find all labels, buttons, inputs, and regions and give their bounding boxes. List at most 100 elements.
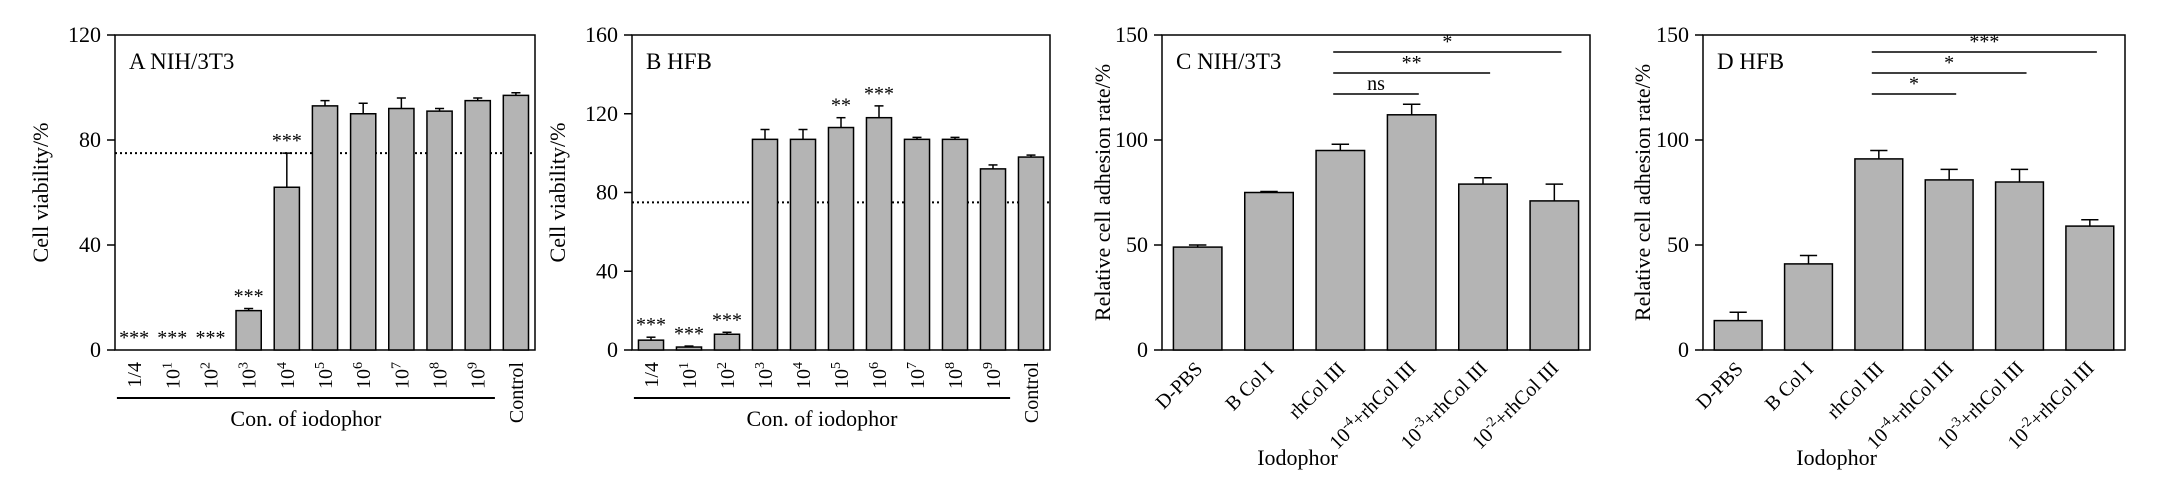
x-category-label: B Col I (1221, 358, 1278, 415)
x-axis-label: Iodophor (1796, 445, 1877, 470)
significance-annotation: *** (674, 323, 704, 345)
panel-label: D HFB (1717, 49, 1784, 74)
panel-label: C NIH/3T3 (1176, 49, 1281, 74)
x-category-label: 105 (313, 362, 337, 389)
x-category-label: 108 (943, 362, 967, 389)
x-category-label: B Col I (1761, 358, 1818, 415)
x-category-label: D-PBS (1692, 358, 1748, 414)
y-axis-label: Relative cell adhesion rate/% (1090, 64, 1115, 321)
comparison-label: ** (1402, 52, 1422, 74)
x-category-label: D-PBS (1152, 358, 1208, 414)
x-category-label: 105 (829, 362, 853, 389)
comparison-label: *** (1969, 31, 1999, 53)
bar (675, 346, 703, 351)
comparison-label: ns (1367, 73, 1385, 95)
comparison-label: * (1944, 52, 1954, 74)
bar (311, 105, 339, 351)
plot-frame (1702, 34, 2126, 351)
y-tick-label: 160 (585, 22, 618, 47)
bar (1994, 181, 2045, 351)
y-axis-label: Cell viability/% (545, 123, 570, 263)
y-tick-label: 0 (90, 337, 101, 362)
y-tick-label: 80 (79, 127, 101, 152)
bar (1924, 179, 1974, 351)
x-category-label: 106 (351, 362, 375, 389)
comparison-label: * (1442, 31, 1452, 53)
y-axis-label: Cell viability/% (28, 123, 53, 263)
bar (1243, 191, 1295, 351)
x-category-label: 103 (237, 362, 261, 389)
significance-annotation: *** (119, 327, 149, 349)
x-category-label: 109 (466, 362, 490, 389)
bar (751, 138, 779, 351)
panel-label: B HFB (646, 49, 712, 74)
significance-annotation: *** (157, 327, 187, 349)
bar (941, 138, 969, 351)
x-category-label: 102 (715, 362, 739, 389)
y-tick-label: 120 (68, 22, 101, 47)
bar (1854, 158, 1904, 351)
y-tick-label: 150 (1656, 22, 1689, 47)
bar (979, 168, 1007, 351)
comparison-label: * (1909, 73, 1919, 95)
significance-annotation: *** (864, 83, 894, 105)
panel-label: A NIH/3T3 (129, 49, 234, 74)
bar (2065, 225, 2115, 351)
x-axis-label: Iodophor (1257, 445, 1338, 470)
x-category-label: 104 (791, 362, 815, 389)
x-category-label: 1/4 (641, 362, 663, 388)
x-category-label: 1/4 (124, 362, 146, 388)
y-tick-label: 150 (1115, 22, 1148, 47)
chart-panel-b: 0 40 80 120 160 Cell viability/% B HFB *** 1/4 **… (545, 22, 1051, 431)
x-category-label: Control (1021, 362, 1043, 424)
significance-annotation: *** (636, 314, 666, 336)
y-tick-label: 40 (596, 258, 618, 283)
bar (1457, 183, 1509, 351)
y-tick-label: 50 (1126, 232, 1148, 257)
x-category-label: 101 (160, 362, 184, 389)
y-axis-label: Relative cell adhesion rate/% (1630, 64, 1655, 321)
x-axis-label: Con. of iodophor (747, 406, 899, 431)
x-category-label: 108 (428, 362, 452, 389)
x-category-label: 103 (753, 362, 777, 389)
y-tick-label: 80 (596, 180, 618, 205)
significance-annotation: ** (831, 95, 851, 117)
bar (1386, 114, 1437, 351)
y-tick-label: 0 (1137, 337, 1148, 362)
bar (865, 116, 893, 351)
bar (388, 107, 415, 351)
bar (349, 113, 377, 351)
y-tick-label: 50 (1667, 232, 1689, 257)
bar (464, 99, 492, 351)
bar (1172, 246, 1223, 351)
bar (637, 339, 665, 351)
y-tick-label: 40 (79, 232, 101, 257)
y-tick-label: 0 (1678, 337, 1689, 362)
x-axis-label: Con. of iodophor (230, 406, 382, 431)
bar (1017, 156, 1045, 351)
chart-panel-a: 0 40 80 120 Cell viability/% A NIH/3T3 *** 1/4 *… (28, 22, 536, 431)
y-tick-label: 100 (1656, 127, 1689, 152)
bar (235, 309, 262, 351)
bar (273, 186, 301, 351)
y-tick-label: 100 (1115, 127, 1148, 152)
significance-annotation: *** (272, 130, 302, 152)
x-category-label: 107 (389, 362, 413, 389)
plot-frame (1161, 34, 1591, 351)
bar (1315, 149, 1366, 351)
y-tick-label: 0 (607, 337, 618, 362)
x-category-label: Control (506, 362, 528, 424)
x-category-label: 106 (867, 362, 891, 389)
bar (1529, 200, 1580, 351)
x-category-label: 107 (905, 362, 929, 389)
significance-annotation: *** (712, 309, 742, 331)
significance-annotation: *** (234, 286, 264, 308)
bar (1713, 319, 1763, 351)
bar (789, 138, 817, 351)
x-category-label: rhCol III (1823, 358, 1888, 423)
significance-annotation: *** (195, 327, 225, 349)
x-category-label: 102 (198, 362, 222, 389)
